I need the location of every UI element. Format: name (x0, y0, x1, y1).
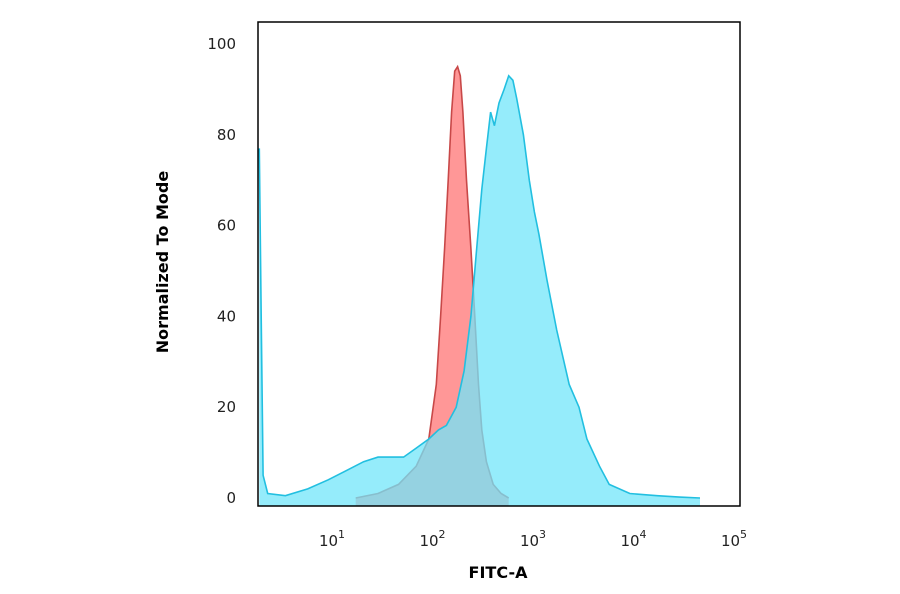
y-tick-label: 60 (217, 217, 236, 235)
x-axis-label: FITC-A (469, 563, 529, 582)
x-tick-label: 102 (419, 528, 445, 550)
x-tick-label: 101 (319, 528, 345, 550)
y-tick-label: 20 (217, 398, 236, 416)
x-tick-label: 104 (620, 528, 646, 550)
x-tick-label: 103 (520, 528, 546, 550)
series-2-area (259, 75, 700, 506)
y-tick-label: 0 (226, 489, 236, 507)
x-tick-label: 105 (721, 528, 747, 550)
y-tick-label: 100 (207, 35, 236, 53)
y-axis-label: Normalized To Mode (153, 171, 172, 354)
plot-frame (257, 21, 741, 507)
y-tick-label: 80 (217, 126, 236, 144)
y-tick-label: 40 (217, 307, 236, 325)
series-2-line (258, 74, 701, 499)
